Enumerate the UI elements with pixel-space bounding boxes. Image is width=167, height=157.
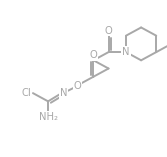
Text: N: N [60, 88, 68, 98]
Text: Cl: Cl [21, 88, 31, 98]
Text: O: O [74, 81, 81, 91]
Text: O: O [105, 26, 112, 36]
Text: O: O [90, 50, 97, 60]
Text: N: N [122, 47, 130, 57]
Text: NH₂: NH₂ [39, 112, 58, 122]
